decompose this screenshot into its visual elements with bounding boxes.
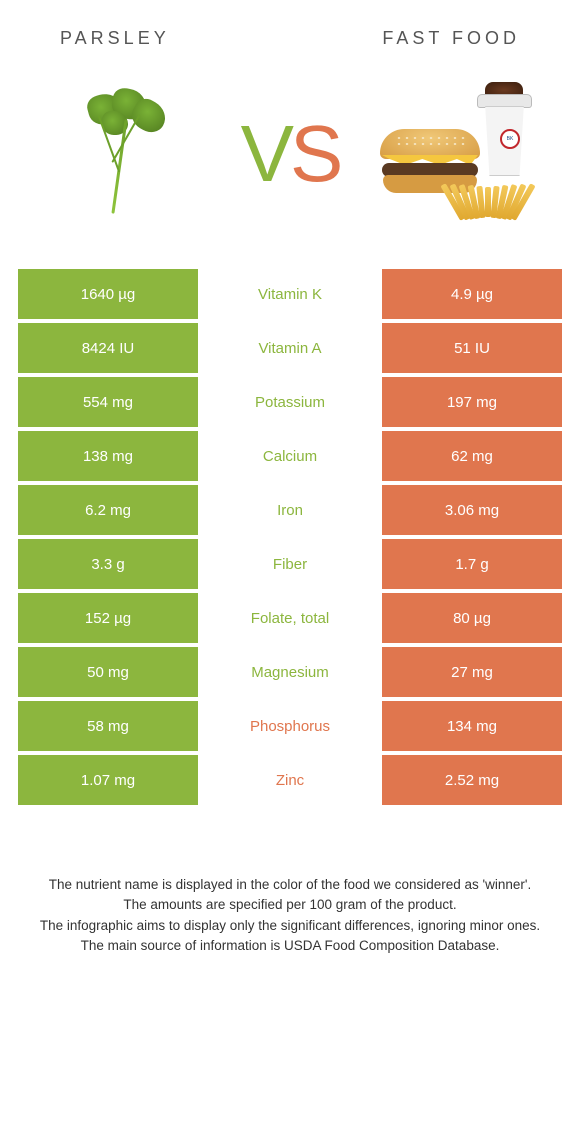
footer-line: The infographic aims to display only the… (30, 916, 550, 936)
right-value: 197 mg (382, 377, 562, 427)
right-value: 27 mg (382, 647, 562, 697)
title-left: PARSLEY (60, 28, 170, 49)
footer-line: The amounts are specified per 100 gram o… (30, 895, 550, 915)
vs-label: VS (241, 114, 340, 194)
nutrient-label: Vitamin K (198, 269, 382, 319)
footer-notes: The nutrient name is displayed in the co… (30, 875, 550, 956)
vs-s: S (290, 109, 339, 198)
table-row: 8424 IUVitamin A51 IU (18, 323, 562, 373)
nutrient-label: Zinc (198, 755, 382, 805)
right-value: 2.52 mg (382, 755, 562, 805)
vs-v: V (241, 109, 290, 198)
nutrient-label: Potassium (198, 377, 382, 427)
table-row: 1.07 mgZinc2.52 mg (18, 755, 562, 805)
left-value: 554 mg (18, 377, 198, 427)
left-value: 152 µg (18, 593, 198, 643)
table-row: 152 µgFolate, total80 µg (18, 593, 562, 643)
table-row: 50 mgMagnesium27 mg (18, 647, 562, 697)
table-row: 6.2 mgIron3.06 mg (18, 485, 562, 535)
right-value: 80 µg (382, 593, 562, 643)
left-value: 50 mg (18, 647, 198, 697)
table-row: 1640 µgVitamin K4.9 µg (18, 269, 562, 319)
right-value: 3.06 mg (382, 485, 562, 535)
table-row: 554 mgPotassium197 mg (18, 377, 562, 427)
nutrient-label: Folate, total (198, 593, 382, 643)
parsley-image (40, 84, 200, 224)
fastfood-image: BK (380, 84, 540, 224)
nutrient-label: Iron (198, 485, 382, 535)
nutrient-label: Calcium (198, 431, 382, 481)
left-value: 1.07 mg (18, 755, 198, 805)
left-value: 3.3 g (18, 539, 198, 589)
left-value: 8424 IU (18, 323, 198, 373)
right-value: 1.7 g (382, 539, 562, 589)
title-right: FAST FOOD (382, 28, 520, 49)
table-row: 58 mgPhosphorus134 mg (18, 701, 562, 751)
nutrient-label: Phosphorus (198, 701, 382, 751)
right-value: 134 mg (382, 701, 562, 751)
left-value: 6.2 mg (18, 485, 198, 535)
right-value: 4.9 µg (382, 269, 562, 319)
footer-line: The nutrient name is displayed in the co… (30, 875, 550, 895)
left-value: 138 mg (18, 431, 198, 481)
table-row: 3.3 gFiber1.7 g (18, 539, 562, 589)
left-value: 58 mg (18, 701, 198, 751)
footer-line: The main source of information is USDA F… (30, 936, 550, 956)
right-value: 62 mg (382, 431, 562, 481)
comparison-table: 1640 µgVitamin K4.9 µg8424 IUVitamin A51… (18, 269, 562, 805)
nutrient-label: Vitamin A (198, 323, 382, 373)
right-value: 51 IU (382, 323, 562, 373)
nutrient-label: Fiber (198, 539, 382, 589)
left-value: 1640 µg (18, 269, 198, 319)
nutrient-label: Magnesium (198, 647, 382, 697)
table-row: 138 mgCalcium62 mg (18, 431, 562, 481)
